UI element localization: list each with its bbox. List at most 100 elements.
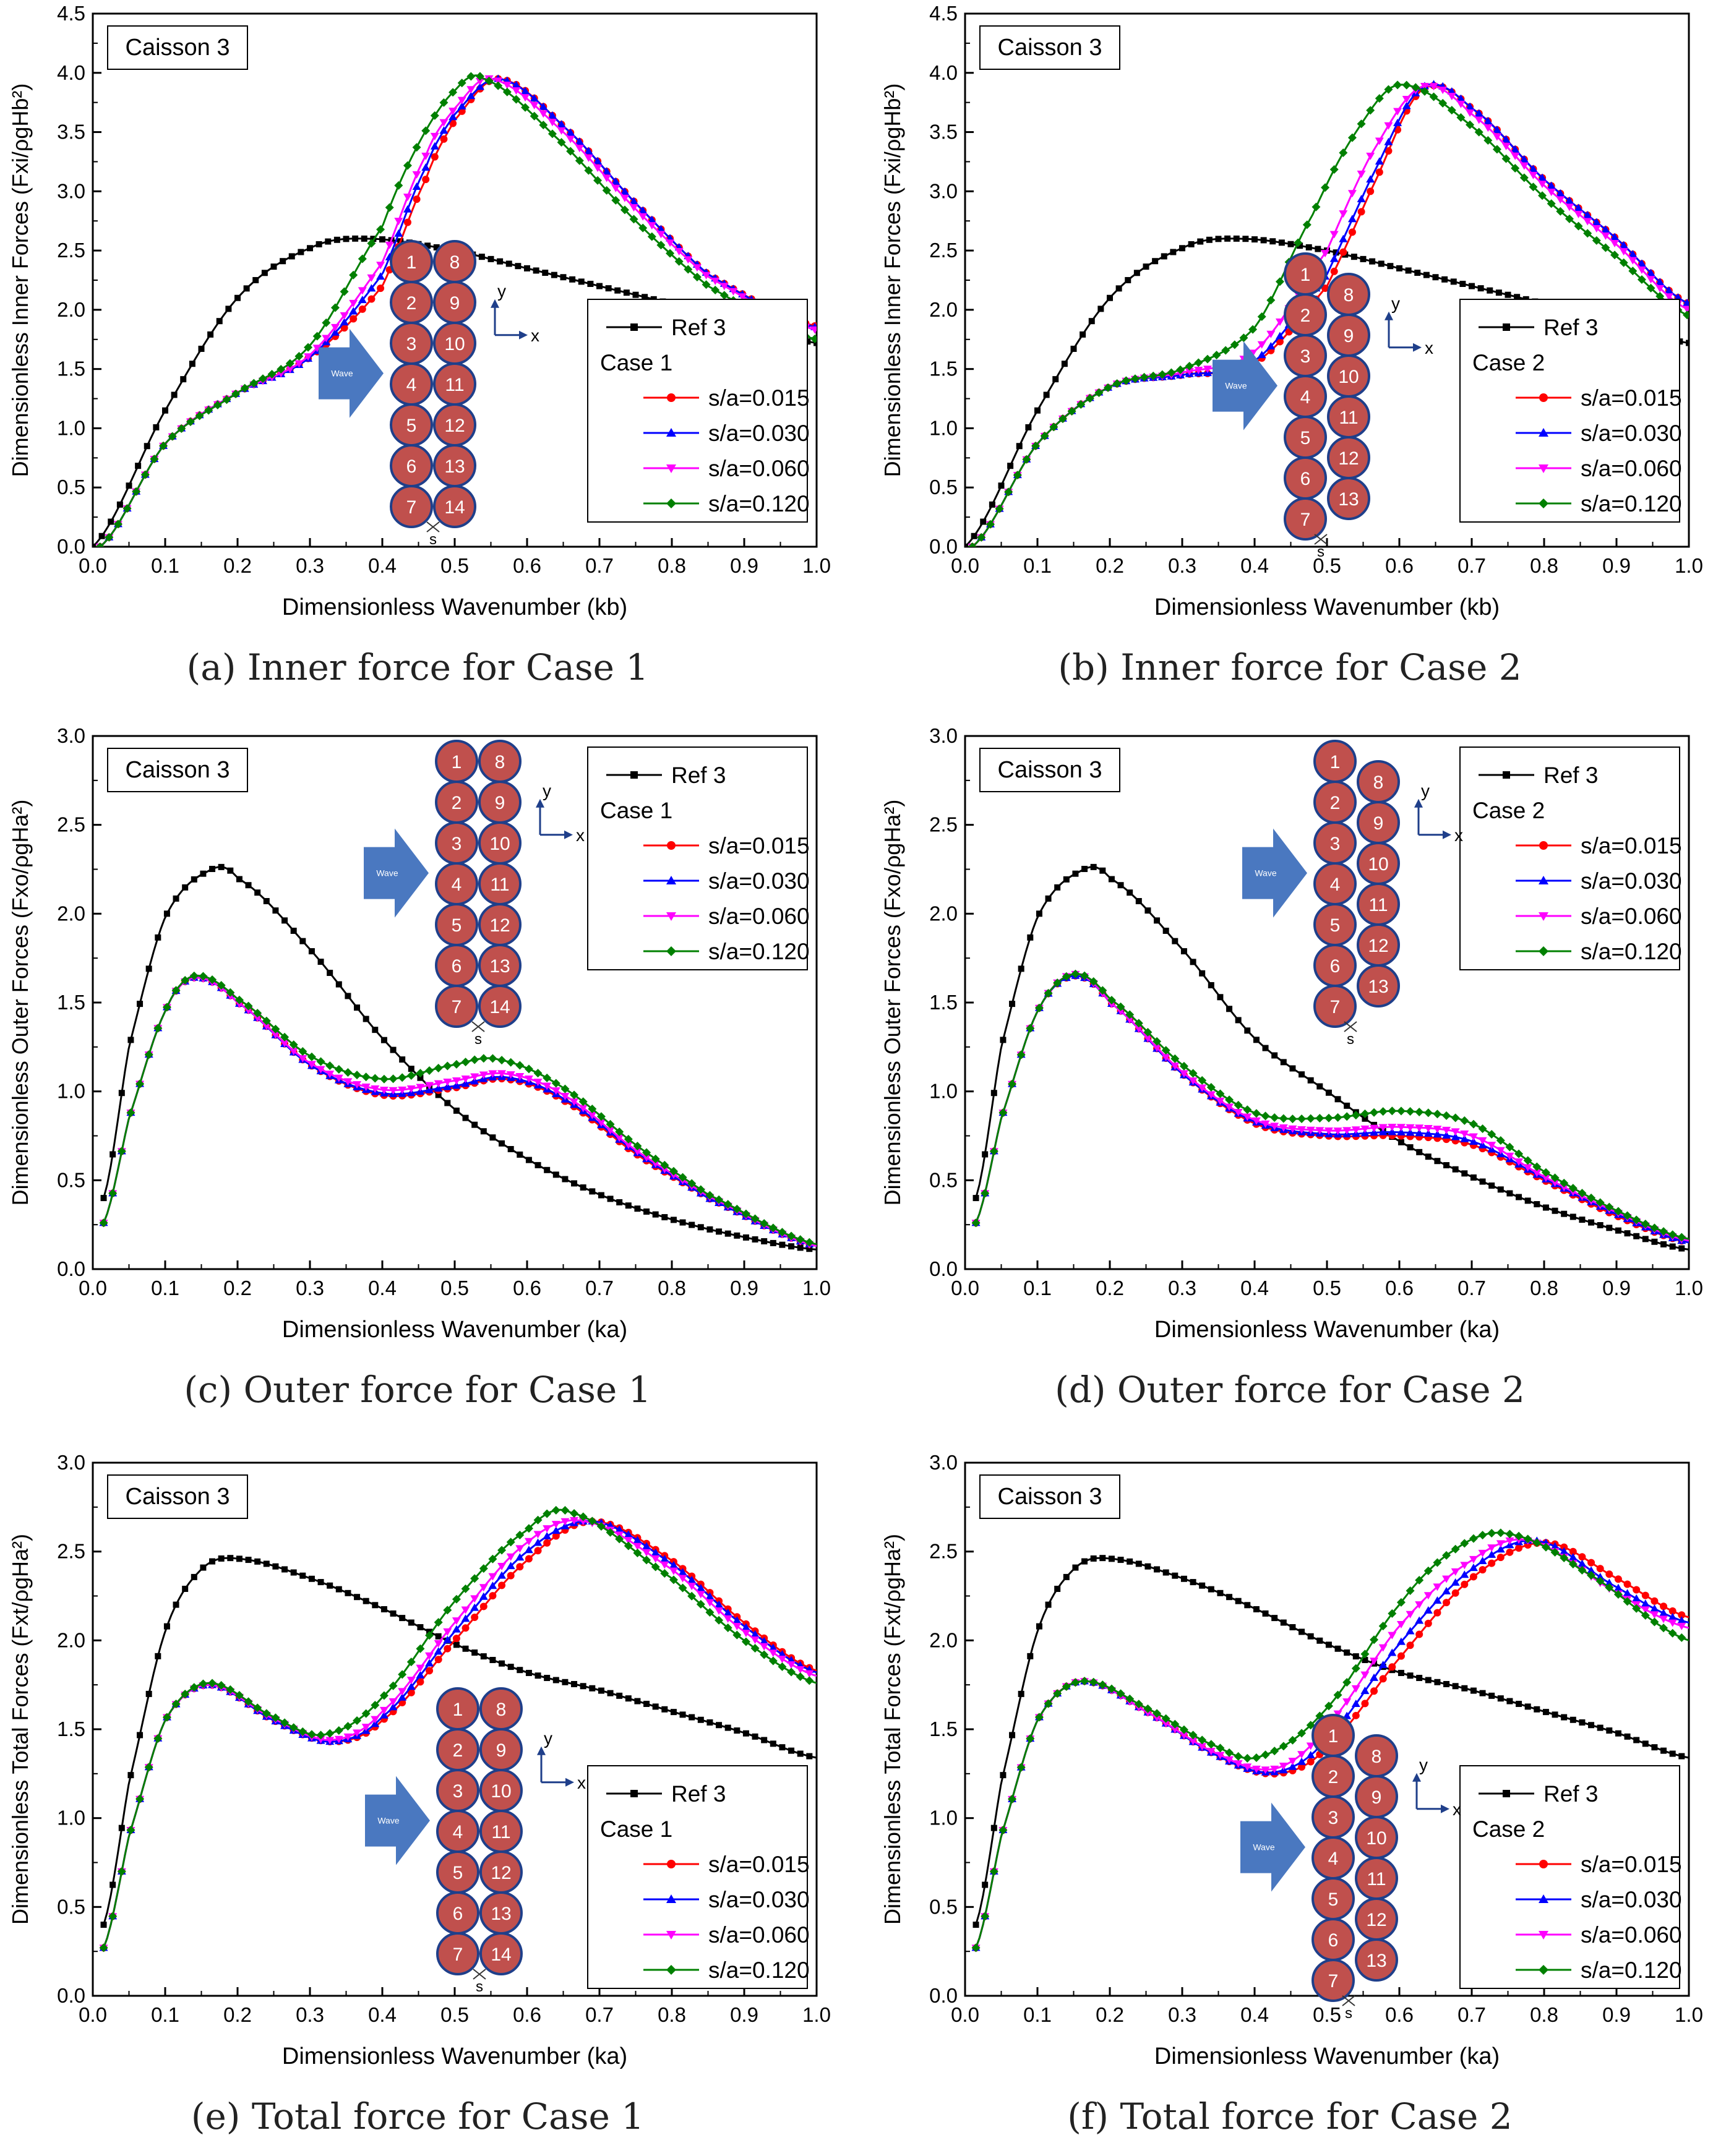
data-point — [1153, 1709, 1162, 1718]
data-point — [1215, 236, 1222, 242]
data-point — [1325, 1641, 1332, 1648]
legend-label: s/a=0.030 — [708, 1887, 810, 1912]
data-point — [560, 274, 567, 281]
title-box: Caisson 3 — [979, 25, 1120, 70]
x-tick-label: 0.7 — [585, 554, 614, 577]
data-point — [711, 277, 720, 285]
data-point — [1288, 1125, 1297, 1133]
data-point — [1016, 1050, 1026, 1059]
figure-caption: (e) Total force for Case 1 — [191, 2095, 644, 2137]
x-tick-label: 0.9 — [1602, 2003, 1631, 2026]
data-point — [534, 1547, 542, 1555]
data-point — [1397, 1652, 1405, 1660]
caisson-number: 3 — [453, 1781, 463, 1802]
y-tick-label: 1.0 — [929, 416, 958, 439]
data-point — [406, 1085, 416, 1093]
data-point — [1306, 1114, 1315, 1123]
data-point — [1170, 249, 1177, 255]
data-point — [144, 1763, 153, 1772]
data-point — [1251, 1109, 1261, 1118]
data-point — [1633, 1586, 1641, 1594]
data-point — [1143, 263, 1149, 270]
data-point — [1370, 1124, 1379, 1132]
data-point — [1134, 1019, 1143, 1028]
wave-label: Wave — [1255, 868, 1276, 878]
data-point — [1565, 196, 1574, 204]
data-point — [379, 1074, 389, 1084]
gap-marker-icon — [1344, 1021, 1357, 1032]
y-tick-label: 2.0 — [57, 902, 85, 925]
data-point — [270, 263, 277, 270]
data-point — [660, 1554, 669, 1562]
data-point — [652, 1211, 659, 1218]
data-point — [457, 79, 466, 88]
gap-label: s — [1347, 1031, 1354, 1048]
data-point — [1117, 882, 1124, 889]
x-tick-label: 0.7 — [1458, 2003, 1486, 2026]
data-point — [1276, 338, 1284, 346]
legend-swatch-marker — [1539, 1965, 1548, 1975]
data-point — [1161, 1720, 1170, 1728]
y-axis-label: Dimensionless Inner Forces (Fxi/ρgHb²) — [880, 83, 905, 477]
x-tick-label: 0.5 — [440, 554, 469, 577]
data-point — [118, 1824, 125, 1831]
data-point — [593, 165, 603, 173]
data-point — [543, 1531, 552, 1539]
data-point — [127, 1772, 134, 1779]
data-point — [1329, 231, 1339, 239]
data-point — [1378, 1622, 1388, 1631]
data-point — [153, 424, 160, 430]
x-tick-label: 1.0 — [802, 554, 831, 577]
data-point — [1360, 1649, 1370, 1659]
data-point — [186, 417, 195, 427]
data-point — [298, 1046, 307, 1056]
caisson-circle — [1327, 477, 1370, 520]
data-point — [638, 206, 648, 214]
data-point — [1294, 238, 1303, 247]
data-point — [1637, 275, 1646, 284]
data-point — [376, 272, 385, 280]
data-point — [1678, 1245, 1685, 1252]
data-point — [298, 1054, 307, 1063]
data-point — [1097, 306, 1104, 312]
data-point — [100, 1195, 107, 1202]
data-point — [1125, 1694, 1135, 1703]
data-point — [407, 1688, 415, 1696]
data-point — [1487, 1550, 1496, 1558]
data-point — [1305, 244, 1312, 250]
legend-swatch-marker — [1539, 946, 1548, 956]
data-point — [1574, 203, 1583, 212]
data-point — [1162, 1569, 1169, 1576]
data-point — [607, 1196, 614, 1202]
data-point — [1568, 1553, 1578, 1561]
figure-caption: (f) Total force for Case 2 — [1067, 2095, 1512, 2137]
data-point — [1157, 370, 1167, 379]
data-point — [340, 287, 349, 296]
data-point — [1098, 1680, 1107, 1690]
y-arrowhead-icon — [1412, 1773, 1421, 1782]
data-point — [606, 1127, 615, 1135]
data-point — [227, 1555, 234, 1562]
data-point — [588, 1111, 597, 1119]
data-point — [1550, 1547, 1560, 1557]
data-point — [1180, 1575, 1187, 1582]
data-point — [1469, 1534, 1478, 1543]
data-point — [488, 1054, 497, 1063]
data-point — [372, 1027, 379, 1033]
data-point — [1149, 371, 1158, 380]
data-point — [462, 1624, 470, 1632]
inset-x-label: x — [576, 826, 585, 845]
data-point — [322, 335, 331, 343]
data-point — [562, 1679, 569, 1685]
data-point — [1360, 255, 1367, 262]
data-point — [122, 504, 132, 513]
data-point — [1433, 1130, 1442, 1138]
legend-label: s/a=0.015 — [708, 385, 810, 411]
data-point — [245, 1557, 252, 1564]
data-point — [1438, 98, 1448, 108]
data-point — [1396, 265, 1402, 272]
data-point — [1125, 276, 1131, 283]
data-point — [425, 1082, 434, 1090]
data-point — [1423, 272, 1430, 278]
data-point — [1560, 1178, 1569, 1187]
